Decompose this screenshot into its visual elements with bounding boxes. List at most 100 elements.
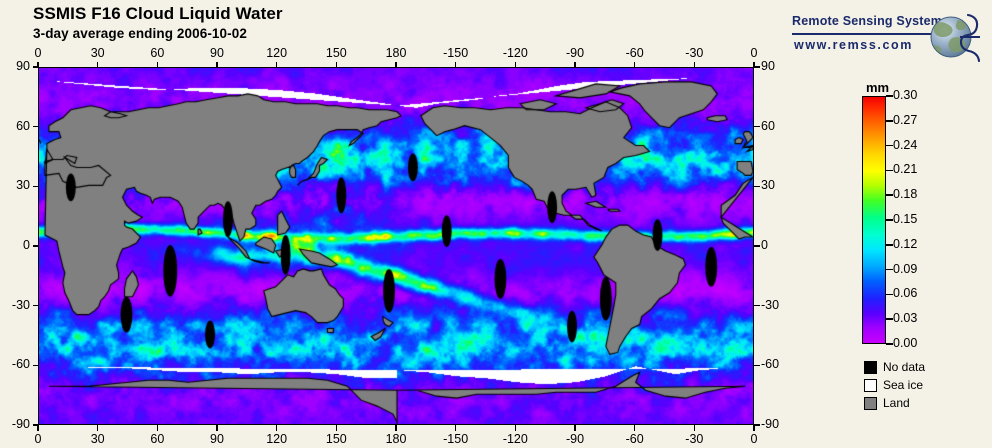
colorbar-tick-label: 0.24 — [893, 137, 918, 152]
x-tick-bottom — [156, 425, 159, 431]
y-tick-right — [754, 304, 760, 307]
globe-icon — [930, 13, 981, 63]
colorbar-tick — [886, 95, 893, 97]
x-axis-label-bottom: 0 — [750, 432, 758, 446]
colorbar-tick-label: 0.12 — [893, 236, 918, 251]
y-tick-right — [754, 245, 760, 247]
colorbar-tick — [886, 343, 893, 345]
colorbar-tick — [886, 219, 893, 221]
colorbar-tick — [886, 169, 893, 172]
x-axis-label-top: 30 — [90, 46, 105, 60]
x-tick-bottom — [753, 425, 755, 431]
x-axis-label-bottom: 60 — [150, 432, 165, 446]
legend-item-no-data: No data — [864, 360, 925, 374]
colorbar-tick-label: 0.21 — [893, 162, 918, 177]
cloud-liquid-water-raster — [39, 68, 753, 424]
colorbar-tick — [886, 244, 893, 246]
legend-swatch-sea-ice — [864, 378, 877, 392]
x-axis-label-bottom: -120 — [502, 432, 528, 446]
x-axis-label-top: 0 — [34, 46, 42, 60]
y-axis-label-left: 90 — [16, 59, 30, 73]
brand-divider — [792, 33, 940, 35]
x-tick-bottom — [574, 425, 576, 431]
y-axis-label-left: 60 — [16, 118, 30, 133]
y-tick-right — [754, 185, 760, 188]
legend-item-land: Land — [864, 396, 910, 410]
legend-item-sea-ice: Sea ice — [864, 378, 923, 392]
x-axis-label-bottom: -60 — [625, 432, 644, 446]
colorbar-tick-label: 0.18 — [893, 187, 918, 202]
x-axis-label-top: -30 — [685, 46, 704, 60]
x-axis-label-bottom: 0 — [34, 432, 42, 446]
y-axis-label-right: 0 — [761, 238, 768, 252]
colorbar-tick-label: 0.06 — [893, 286, 918, 301]
legend-swatch-no-data — [864, 360, 877, 374]
x-tick-bottom — [37, 425, 39, 431]
x-axis-label-bottom: 90 — [210, 432, 224, 446]
y-axis-label-right: -60 — [761, 357, 780, 372]
x-axis-label-top: 90 — [210, 46, 224, 60]
colorbar-unit-label: mm — [866, 80, 890, 95]
y-axis-label-right: 90 — [761, 59, 775, 73]
colorbar-tick-label: 0.30 — [893, 88, 918, 102]
y-axis-label-right: 30 — [761, 178, 775, 193]
y-tick-right — [754, 66, 760, 68]
y-tick-right — [754, 364, 760, 367]
colorbar-tick — [886, 293, 893, 296]
y-tick-right — [754, 424, 760, 426]
y-axis-label-left: -90 — [11, 417, 30, 431]
x-axis-label-bottom: 120 — [266, 432, 288, 446]
colorbar-tick-label: 0.00 — [893, 336, 918, 350]
x-tick-bottom — [275, 425, 278, 431]
x-tick-bottom — [96, 425, 99, 431]
x-axis-label-top: 0 — [750, 46, 758, 60]
brand-url: www.remss.com — [794, 38, 913, 52]
brand-name: Remote Sensing Systems — [792, 14, 950, 28]
colorbar-tick-label: 0.15 — [893, 212, 918, 226]
x-axis-label-top: 120 — [266, 46, 288, 60]
y-axis-label-right: -90 — [761, 417, 780, 431]
x-tick-bottom — [216, 425, 218, 431]
colorbar-tick-label: 0.09 — [893, 261, 918, 276]
x-axis-label-top: -60 — [625, 46, 644, 60]
y-axis-label-right: 60 — [761, 118, 775, 133]
legend-swatch-land — [864, 396, 877, 410]
legend-label-no-data: No data — [883, 360, 926, 374]
x-axis-label-bottom: -90 — [565, 432, 585, 446]
x-axis-label-top: 60 — [150, 46, 165, 60]
x-tick-bottom — [395, 425, 397, 431]
x-axis-label-bottom: 180 — [385, 432, 407, 446]
brand-logo: Remote Sensing Systems www.remss.com — [792, 12, 987, 63]
x-axis-label-bottom: 30 — [90, 432, 105, 446]
colorbar[interactable] — [862, 96, 886, 344]
colorbar-tick-label: 0.03 — [893, 311, 918, 326]
cloud-liquid-water-map — [39, 68, 753, 424]
x-tick-bottom — [514, 425, 517, 431]
x-axis-label-bottom: 150 — [325, 432, 347, 446]
y-axis-label-left: -60 — [11, 357, 30, 372]
colorbar-tick — [886, 268, 893, 271]
x-axis-label-bottom: -150 — [443, 432, 469, 446]
x-axis-label-top: 150 — [325, 46, 347, 60]
x-axis-label-top: -90 — [565, 46, 585, 60]
colorbar-tick-label: 0.27 — [893, 112, 918, 127]
page-title: SSMIS F16 Cloud Liquid Water — [33, 4, 283, 23]
map-plot-area[interactable] — [38, 67, 754, 425]
y-axis-label-left: 30 — [16, 178, 30, 193]
x-tick-bottom — [335, 425, 338, 431]
page-subtitle: 3-day average ending 2006-10-02 — [33, 26, 247, 41]
colorbar-tick — [886, 144, 893, 147]
x-axis-label-bottom: -30 — [685, 432, 704, 446]
y-axis-label-left: -30 — [11, 297, 30, 312]
legend-label-land: Land — [883, 396, 910, 410]
x-tick-bottom — [454, 425, 457, 431]
x-axis-label-top: 180 — [385, 46, 407, 60]
x-axis-label-top: -120 — [502, 46, 528, 60]
x-tick-bottom — [633, 425, 636, 431]
x-tick-bottom — [693, 425, 696, 431]
x-axis-label-top: -150 — [443, 46, 469, 60]
y-axis-label-left: 0 — [23, 238, 30, 252]
legend-label-sea-ice: Sea ice — [883, 378, 924, 392]
y-axis-label-right: -30 — [761, 297, 780, 312]
colorbar-tick — [886, 318, 893, 320]
